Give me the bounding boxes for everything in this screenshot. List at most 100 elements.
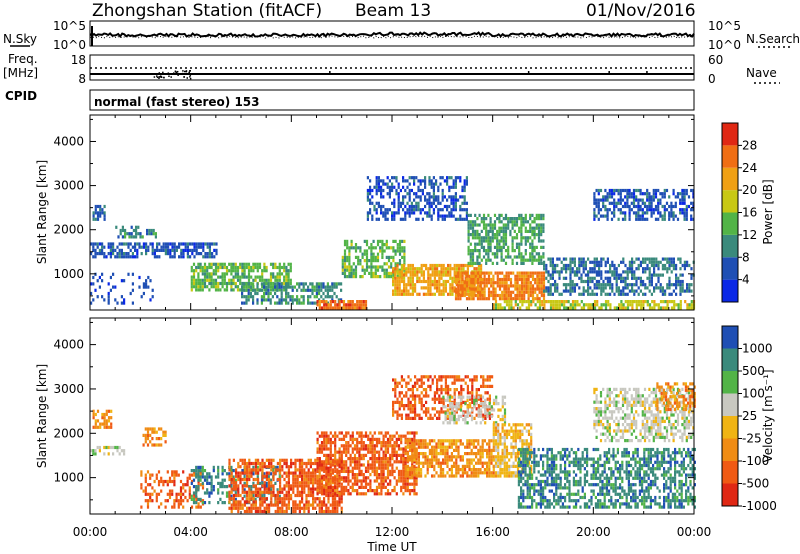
data-cell <box>471 236 475 240</box>
data-cell <box>690 214 693 218</box>
data-cell <box>396 279 399 284</box>
data-cell <box>637 292 640 296</box>
data-cell <box>338 497 341 501</box>
data-cell <box>382 211 385 215</box>
data-cell <box>441 208 444 212</box>
data-cell <box>356 463 359 467</box>
data-cell <box>366 217 369 221</box>
data-cell <box>292 490 295 494</box>
data-cell <box>657 208 660 212</box>
data-cell <box>272 272 275 276</box>
data-cell <box>347 457 350 461</box>
data-cell <box>380 204 383 209</box>
data-cell <box>325 479 328 483</box>
data-cell <box>265 481 268 485</box>
data-cell <box>402 217 405 221</box>
data-cell <box>329 463 332 467</box>
data-cell <box>569 267 572 271</box>
data-cell <box>492 297 495 301</box>
data-cell <box>382 188 385 193</box>
data-cell <box>320 285 323 289</box>
data-cell <box>269 478 273 482</box>
data-cell <box>375 492 379 496</box>
data-cell <box>105 412 108 417</box>
data-cell <box>201 486 205 490</box>
data-cell <box>331 288 334 292</box>
data-cell <box>582 292 585 296</box>
data-cell <box>188 495 191 500</box>
data-cell <box>454 271 458 275</box>
data-cell <box>197 278 200 282</box>
data-cell <box>597 217 600 221</box>
data-cell <box>340 288 343 292</box>
data-cell <box>398 243 402 247</box>
data-cell <box>519 300 522 304</box>
data-cell <box>173 252 176 256</box>
data-cell <box>406 192 409 196</box>
data-cell <box>370 246 373 250</box>
data-cell <box>582 306 586 310</box>
data-cell <box>533 226 536 230</box>
data-cell <box>338 471 341 475</box>
data-cell <box>203 491 207 495</box>
data-cell <box>302 288 305 292</box>
data-cell <box>514 300 517 304</box>
data-cell <box>312 484 315 488</box>
data-cell <box>289 285 292 289</box>
data-cell <box>587 273 590 277</box>
data-cell <box>637 188 640 193</box>
data-cell <box>565 289 568 293</box>
data-cell <box>562 283 565 287</box>
nave-dot <box>189 73 191 75</box>
data-cell <box>449 263 452 268</box>
data-cell <box>595 283 598 287</box>
data-cell <box>225 265 229 270</box>
data-cell <box>430 185 433 189</box>
data-cell <box>394 239 397 243</box>
data-cell <box>325 441 328 445</box>
data-cell <box>604 283 607 287</box>
data-cell <box>252 298 255 302</box>
data-cell <box>591 289 594 293</box>
data-cell <box>449 273 452 277</box>
data-cell <box>267 282 270 286</box>
data-cell <box>375 479 379 483</box>
data-cell <box>294 471 297 475</box>
data-cell <box>502 236 505 240</box>
data-cell <box>613 198 616 202</box>
data-cell <box>336 509 339 514</box>
data-cell <box>157 437 161 441</box>
data-cell <box>213 248 216 252</box>
data-cell <box>599 208 603 212</box>
data-cell <box>336 450 339 454</box>
nave-dot <box>188 70 191 72</box>
data-cell <box>483 287 486 291</box>
data-cell <box>350 239 353 243</box>
data-cell <box>96 445 99 450</box>
data-cell <box>331 468 334 472</box>
data-cell <box>418 279 421 284</box>
data-cell <box>338 460 341 464</box>
data-cell <box>208 494 211 498</box>
data-cell <box>192 278 196 282</box>
data-cell <box>418 276 421 280</box>
data-cell <box>549 257 552 261</box>
data-cell <box>369 447 372 451</box>
data-cell <box>595 188 598 193</box>
data-cell <box>463 179 466 183</box>
data-cell <box>208 252 211 256</box>
data-cell <box>396 267 399 271</box>
data-cell <box>261 465 264 469</box>
data-cell <box>461 287 464 291</box>
data-cell <box>252 484 255 488</box>
data-cell <box>369 201 372 205</box>
data-cell <box>112 452 115 456</box>
data-cell <box>135 232 138 236</box>
data-cell <box>197 265 200 270</box>
data-cell <box>250 509 253 514</box>
data-cell <box>635 257 638 261</box>
data-cell <box>390 262 393 266</box>
data-cell <box>494 303 498 307</box>
data-cell <box>485 297 488 301</box>
y-tick-label: 1000 <box>53 267 84 281</box>
